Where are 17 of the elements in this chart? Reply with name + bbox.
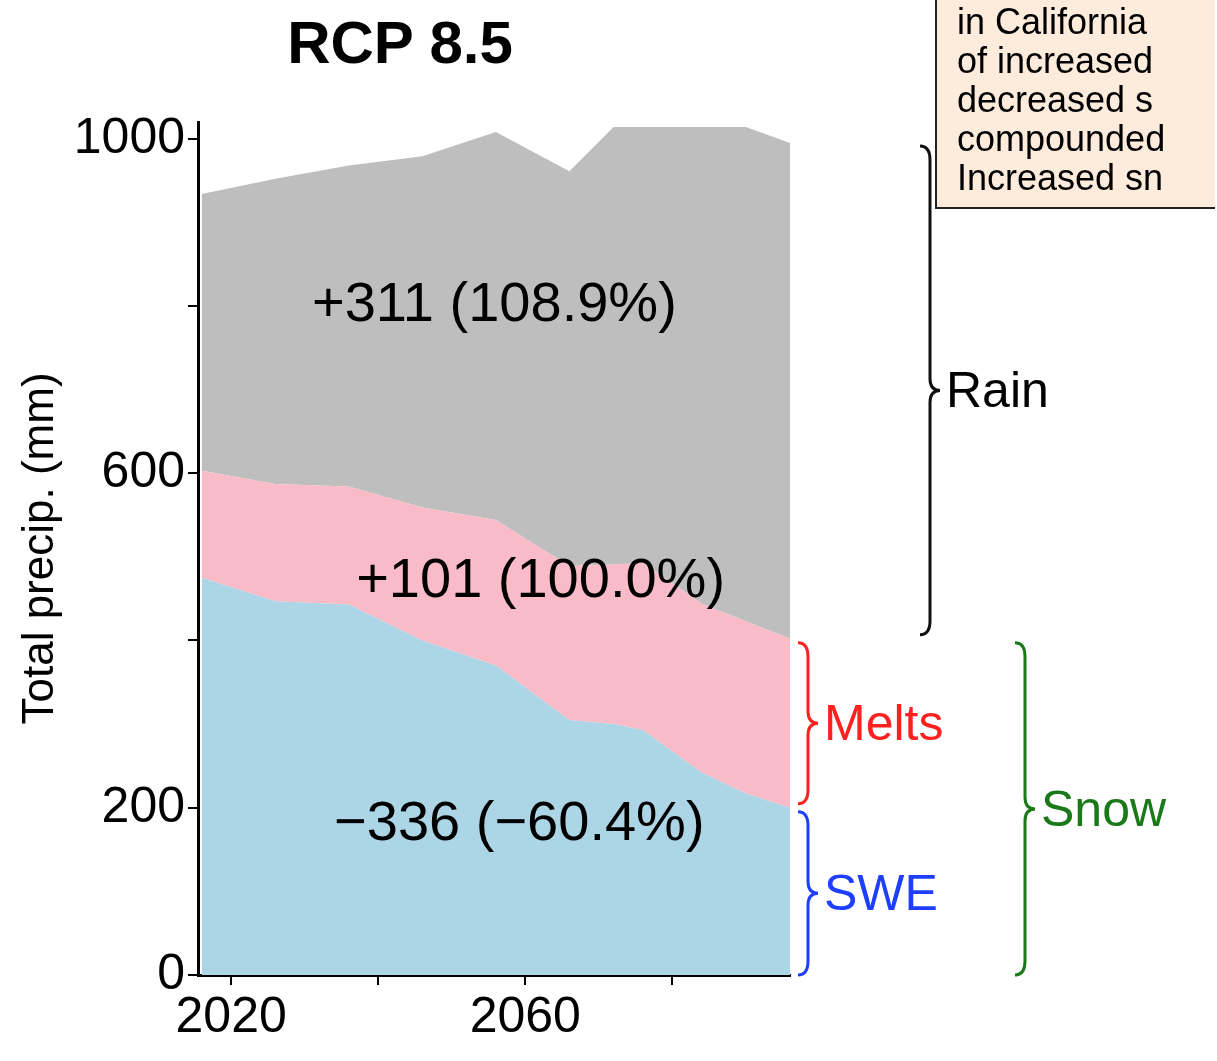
chart-title: RCP 8.5	[287, 8, 513, 76]
annotation: +311 (108.9%)	[312, 270, 677, 334]
annotation: +101 (100.0%)	[356, 546, 726, 610]
text: Rain	[946, 362, 1049, 419]
text: in California	[957, 1, 1149, 42]
annotation: −336 (−60.4%)	[334, 788, 705, 852]
text: of increased	[957, 40, 1155, 81]
series-label: SWE	[824, 865, 938, 922]
text: decreased s	[957, 79, 1155, 120]
text: compounded	[957, 118, 1167, 159]
series-label: Melts	[824, 695, 944, 752]
y-axis-title: Total precip. (mm)	[12, 372, 62, 725]
y-tick-label: 200	[101, 776, 186, 833]
y-tick-label: 1000	[73, 107, 186, 164]
x-tick-label: 2060	[469, 986, 581, 1043]
text: Snow	[1041, 780, 1167, 837]
y-tick-label: 600	[101, 442, 186, 499]
